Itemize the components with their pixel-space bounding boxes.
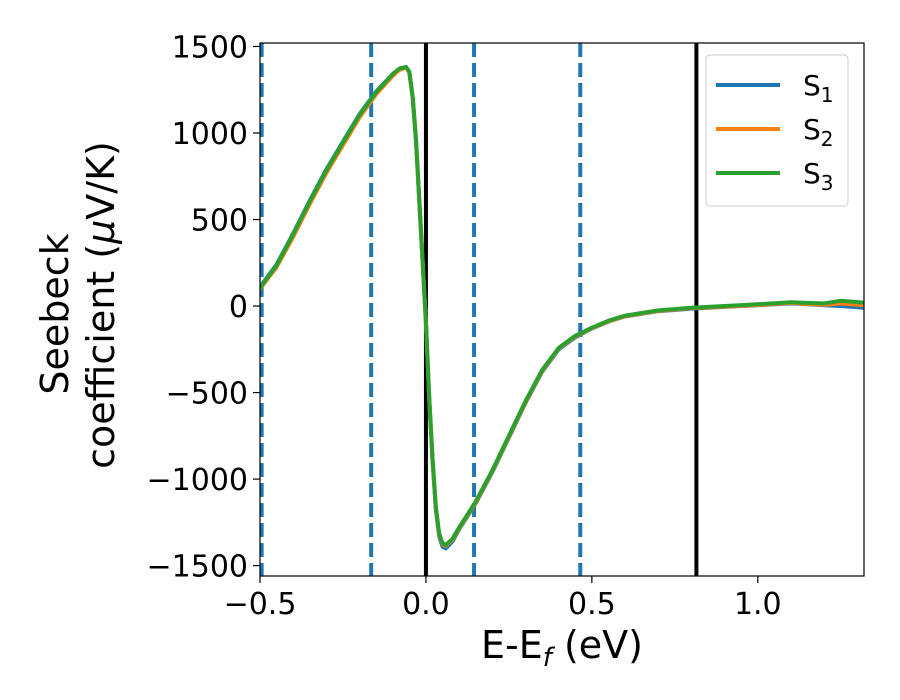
y-tick-label: 1500 xyxy=(172,30,248,65)
x-tick-label: 0.5 xyxy=(568,587,616,622)
x-tick-label: −0.5 xyxy=(224,587,297,622)
plot-frame xyxy=(259,42,865,577)
y-axis-title-line2: coefficient (μV/K) xyxy=(79,141,123,469)
y-tick-label: 500 xyxy=(191,204,248,239)
y-tick-label: 0 xyxy=(229,290,248,325)
legend-entries: S1 S2 S3 xyxy=(716,69,834,195)
x-tick-label: 0.0 xyxy=(402,587,450,622)
x-tick-label: 1.0 xyxy=(734,587,782,622)
x-axis-title-unit: (eV) xyxy=(552,623,643,667)
y-tick-label: 1000 xyxy=(172,117,248,152)
y-tick-label: −1000 xyxy=(147,463,248,498)
y-tick-label: −1500 xyxy=(147,550,248,585)
x-axis-ticks: −0.5 0.0 0.5 1.0 xyxy=(224,576,782,622)
x-axis-title: E-Ef (eV) xyxy=(481,623,643,673)
y-axis-title: Seebeck coefficient (μV/K) xyxy=(33,141,123,469)
y-axis-ticks: 1500 1000 500 0 −500 −1000 −1500 xyxy=(147,30,260,585)
series-lines xyxy=(260,64,864,551)
y-axis-title-mu: μ xyxy=(79,220,123,245)
series-line-s3 xyxy=(260,64,864,547)
y-axis-title-line1: Seebeck xyxy=(33,233,77,394)
legend: S1 S2 S3 xyxy=(705,54,849,207)
x-axis-title-main: E-E xyxy=(481,623,543,667)
y-axis-title-unit: V/K) xyxy=(79,141,123,220)
y-axis-title-word: coefficient ( xyxy=(79,244,123,469)
y-tick-label: −500 xyxy=(166,377,248,412)
legend-label-s2: S2 xyxy=(803,113,834,151)
legend-label-s1: S1 xyxy=(803,69,834,107)
legend-label-s3: S3 xyxy=(803,157,834,195)
